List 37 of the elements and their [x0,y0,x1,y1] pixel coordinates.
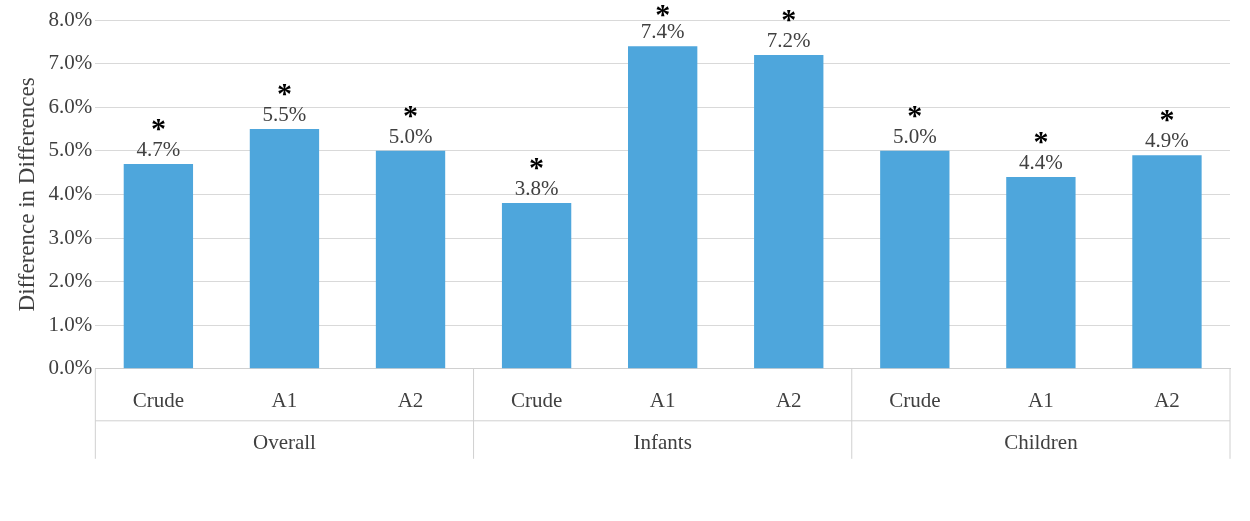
y-tick-label: 7.0% [48,50,93,75]
y-tick-label: 2.0% [48,268,93,293]
x-tick-label: Crude [132,387,185,412]
bar [1132,155,1202,369]
bar [754,54,824,369]
data-label: 4.4% [1019,149,1063,174]
data-label: 4.7% [136,136,181,161]
x-tick-label: A1 [649,387,676,412]
text: Infants [633,429,692,454]
y-tick-label: 4.0% [48,180,93,205]
x-tick-label: A1 [1028,387,1054,412]
y-tick-label: 6.0% [48,93,93,118]
data-label: 7.2% [766,27,811,52]
y-tick-label: 1.0% [48,311,93,336]
x-tick-label: A2 [1154,387,1180,412]
y-tick-label: 8.0% [48,6,93,31]
bar [628,46,698,369]
x-tick-label: A2 [775,387,802,412]
x-tick-label: Crude [510,387,563,412]
y-axis-title: Difference in Differences [13,77,39,312]
text: Children [1004,429,1079,454]
bar [880,150,950,369]
y-tick-label: 0.0% [48,355,93,380]
bar [375,150,446,369]
x-tick-label: A1 [271,387,298,412]
text: Overall [252,429,317,454]
bar [123,163,194,369]
bar [1006,176,1076,369]
x-tick-label: A2 [397,387,424,412]
x-tick-label: Crude [889,387,941,412]
data-label: 5.0% [388,123,433,148]
bar [501,203,572,369]
data-label: 5.5% [262,102,307,126]
bar [249,129,320,369]
y-tick-label: 3.0% [48,224,93,249]
data-label: 5.0% [892,123,937,148]
y-tick-label: 5.0% [48,137,93,162]
